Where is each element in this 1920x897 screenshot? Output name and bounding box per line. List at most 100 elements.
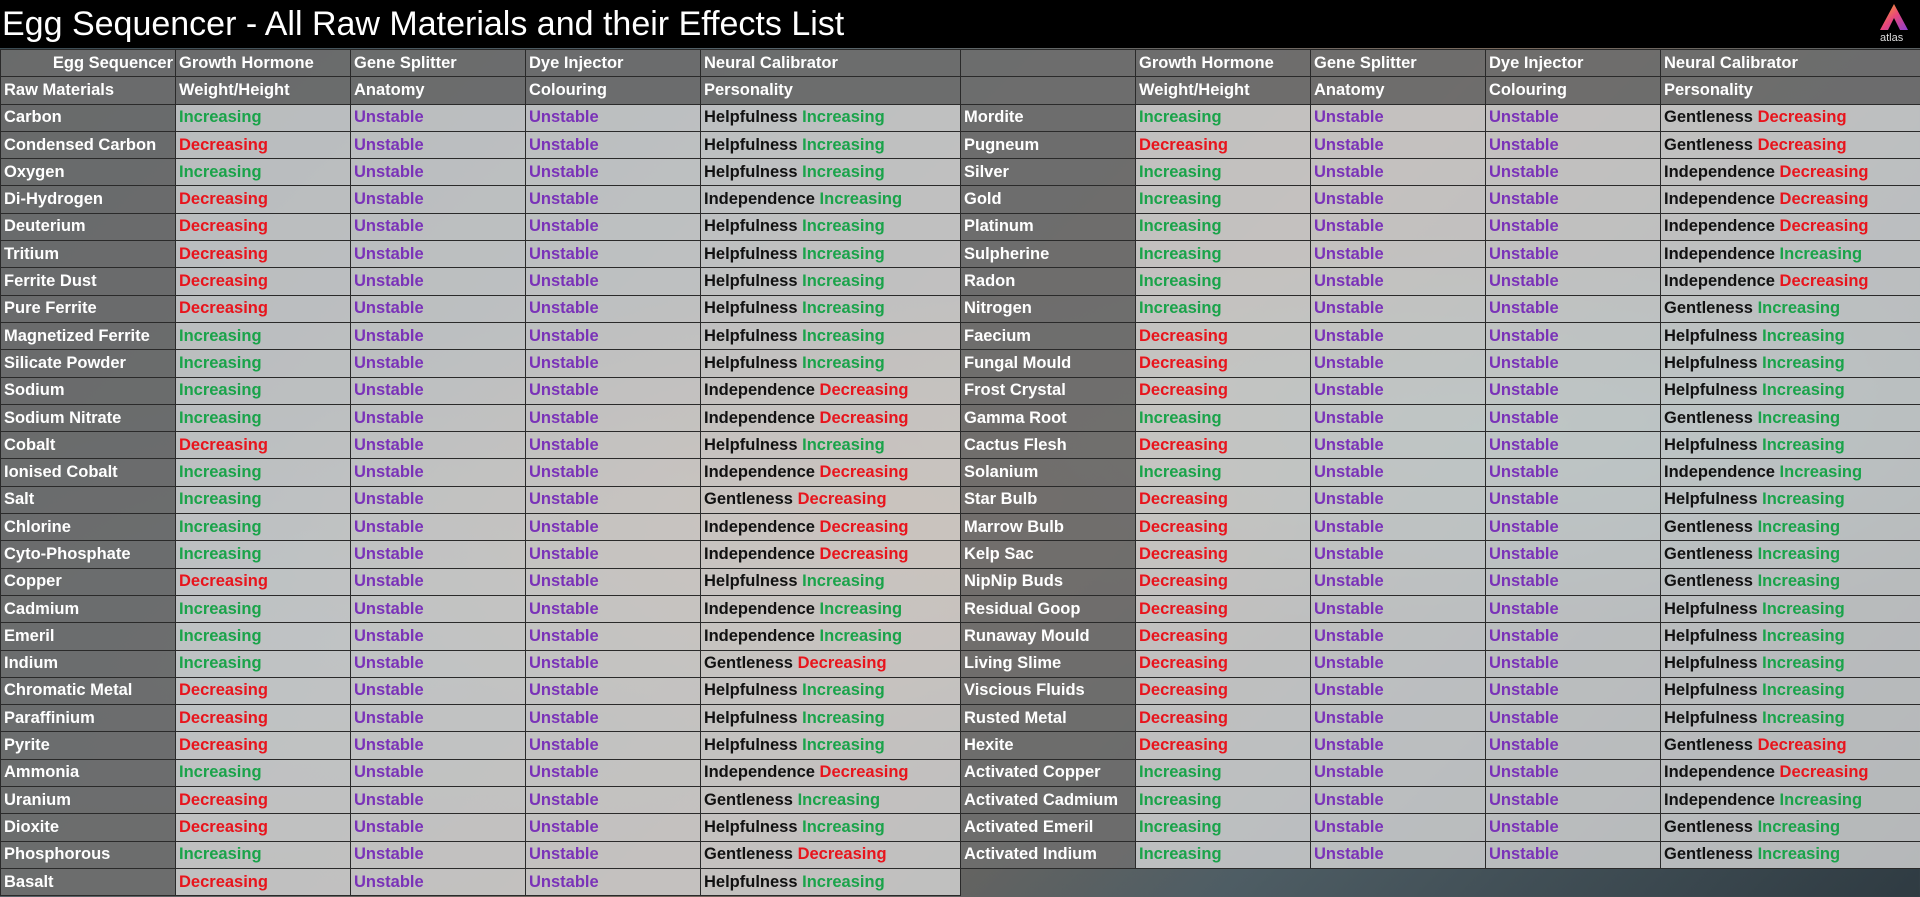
growth-effect: Increasing — [175, 458, 351, 487]
growth-effect: Increasing — [1135, 185, 1311, 214]
table-row: Activated Copper Increasing Unstable Unstab… — [960, 758, 1920, 788]
personality-effect: Gentleness Increasing — [700, 786, 961, 815]
personality-effect: Gentleness Increasing — [1660, 540, 1920, 569]
personality-effect: Helpfulness Increasing — [700, 321, 961, 351]
personality-trait: Gentleness — [1664, 817, 1753, 836]
personality-effect: Independence Decreasing — [1660, 158, 1920, 187]
personality-trait: Helpfulness — [704, 708, 798, 727]
growth-effect: Decreasing — [1135, 513, 1311, 542]
personality-direction: Decreasing — [1757, 108, 1847, 127]
growth-effect: Decreasing — [1135, 676, 1311, 706]
personality-trait: Gentleness — [1664, 845, 1753, 864]
table-row: Radon Increasing Unstable Unstable Independe… — [960, 267, 1920, 296]
table-row: Star Bulb Decreasing Unstable Unstable Helpf… — [960, 485, 1920, 515]
gene-effect: Unstable — [350, 676, 526, 706]
personality-trait: Helpfulness — [704, 135, 798, 154]
personality-effect: Gentleness Increasing — [1660, 567, 1920, 596]
personality-trait: Helpfulness — [704, 299, 798, 318]
personality-effect: Helpfulness Increasing — [1660, 321, 1920, 351]
column-header-2: Gene Splitter — [1310, 48, 1486, 78]
personality-trait: Helpfulness — [704, 817, 798, 836]
personality-direction: Increasing — [1757, 299, 1841, 318]
column-subheader-2: Anatomy — [350, 76, 526, 105]
dye-effect: Unstable — [1485, 594, 1661, 624]
growth-effect: Increasing — [175, 840, 351, 869]
dye-effect: Unstable — [1485, 212, 1661, 242]
table-row: Pugneum Decreasing Unstable Unstable Gentlen… — [960, 130, 1920, 160]
growth-effect: Decreasing — [1135, 594, 1311, 624]
personality-trait: Gentleness — [1664, 108, 1753, 127]
growth-effect: Increasing — [1135, 758, 1311, 788]
personality-direction: Decreasing — [797, 490, 887, 509]
personality-direction: Increasing — [1757, 817, 1841, 836]
personality-trait: Helpfulness — [704, 272, 798, 291]
header-row: Weight/Height Anatomy Colouring Personality — [960, 76, 1920, 105]
growth-effect: Decreasing — [175, 676, 351, 706]
dye-effect: Unstable — [1485, 540, 1661, 569]
table-row: Hexite Decreasing Unstable Unstable Gentlene… — [960, 731, 1920, 760]
dye-effect: Unstable — [525, 103, 701, 132]
personality-effect: Helpfulness Increasing — [700, 867, 961, 897]
column-header-3: Dye Injector — [1485, 48, 1661, 78]
personality-direction: Increasing — [802, 681, 885, 700]
personality-direction: Increasing — [802, 326, 885, 345]
personality-direction: Increasing — [819, 626, 903, 645]
material-name: Fungal Mould — [960, 349, 1136, 378]
material-name: Pure Ferrite — [0, 294, 176, 323]
empty-cell — [1136, 868, 1311, 895]
gene-effect: Unstable — [1310, 676, 1486, 706]
material-name: Carbon — [0, 103, 176, 132]
personality-effect: Helpfulness Increasing — [700, 431, 961, 460]
table-row: Fungal Mould Decreasing Unstable Unstable He… — [960, 349, 1920, 378]
personality-trait: Gentleness — [1664, 572, 1753, 591]
gene-effect: Unstable — [1310, 731, 1486, 760]
material-name: Platinum — [960, 212, 1136, 242]
header-row: Raw Materials Weight/Height Anatomy Colouri… — [0, 76, 961, 105]
material-name: Pugneum — [960, 130, 1136, 160]
personality-effect: Independence Decreasing — [1660, 212, 1920, 242]
material-name: Emeril — [0, 622, 176, 651]
table-row: Rusted Metal Decreasing Unstable Unstable He… — [960, 704, 1920, 733]
personality-trait: Independence — [704, 463, 815, 482]
gene-effect: Unstable — [1310, 840, 1486, 869]
personality-effect: Helpfulness Increasing — [1660, 349, 1920, 378]
personality-trait: Gentleness — [704, 654, 793, 673]
growth-effect: Increasing — [175, 758, 351, 788]
empty-cell — [1311, 868, 1486, 895]
personality-direction: Increasing — [802, 353, 885, 372]
gene-effect: Unstable — [1310, 321, 1486, 351]
growth-effect: Increasing — [175, 649, 351, 678]
material-name: Paraffinium — [0, 704, 176, 733]
material-name: Chlorine — [0, 513, 176, 542]
table-row: Sodium Increasing Unstable Unstable Independ… — [0, 376, 961, 405]
dye-effect: Unstable — [525, 376, 701, 405]
dye-effect: Unstable — [525, 267, 701, 296]
column-subheader-2: Anatomy — [1310, 76, 1486, 105]
column-subheader-1: Weight/Height — [175, 76, 351, 105]
dye-effect: Unstable — [1485, 158, 1661, 187]
personality-direction: Increasing — [802, 708, 885, 727]
material-name: Pyrite — [0, 731, 176, 760]
column-subheader-3: Colouring — [1485, 76, 1661, 105]
dye-effect: Unstable — [1485, 403, 1661, 433]
column-header-1: Growth Hormone — [1135, 48, 1311, 78]
personality-direction: Increasing — [1757, 408, 1841, 427]
table-row: Carbon Increasing Unstable Unstable Helpfuln… — [0, 103, 961, 132]
empty-cell — [961, 868, 1136, 895]
dye-effect: Unstable — [1485, 458, 1661, 487]
personality-effect: Helpfulness Increasing — [700, 103, 961, 132]
table-row: Copper Decreasing Unstable Unstable Helpfuln… — [0, 567, 961, 596]
personality-direction: Increasing — [802, 817, 885, 836]
dye-effect: Unstable — [525, 240, 701, 269]
table-row: Faecium Decreasing Unstable Unstable Helpful… — [960, 321, 1920, 351]
dye-effect: Unstable — [1485, 649, 1661, 678]
personality-trait: Independence — [704, 381, 815, 400]
table-row: Di-Hydrogen Decreasing Unstable Unstable Ind… — [0, 185, 961, 214]
table-row: Cadmium Increasing Unstable Unstable Indepen… — [0, 594, 961, 624]
gene-effect: Unstable — [1310, 294, 1486, 323]
personality-effect: Helpfulness Increasing — [700, 130, 961, 160]
personality-effect: Helpfulness Increasing — [700, 158, 961, 187]
material-name: Magnetized Ferrite — [0, 321, 176, 351]
gene-effect: Unstable — [1310, 758, 1486, 788]
material-name: Di-Hydrogen — [0, 185, 176, 214]
